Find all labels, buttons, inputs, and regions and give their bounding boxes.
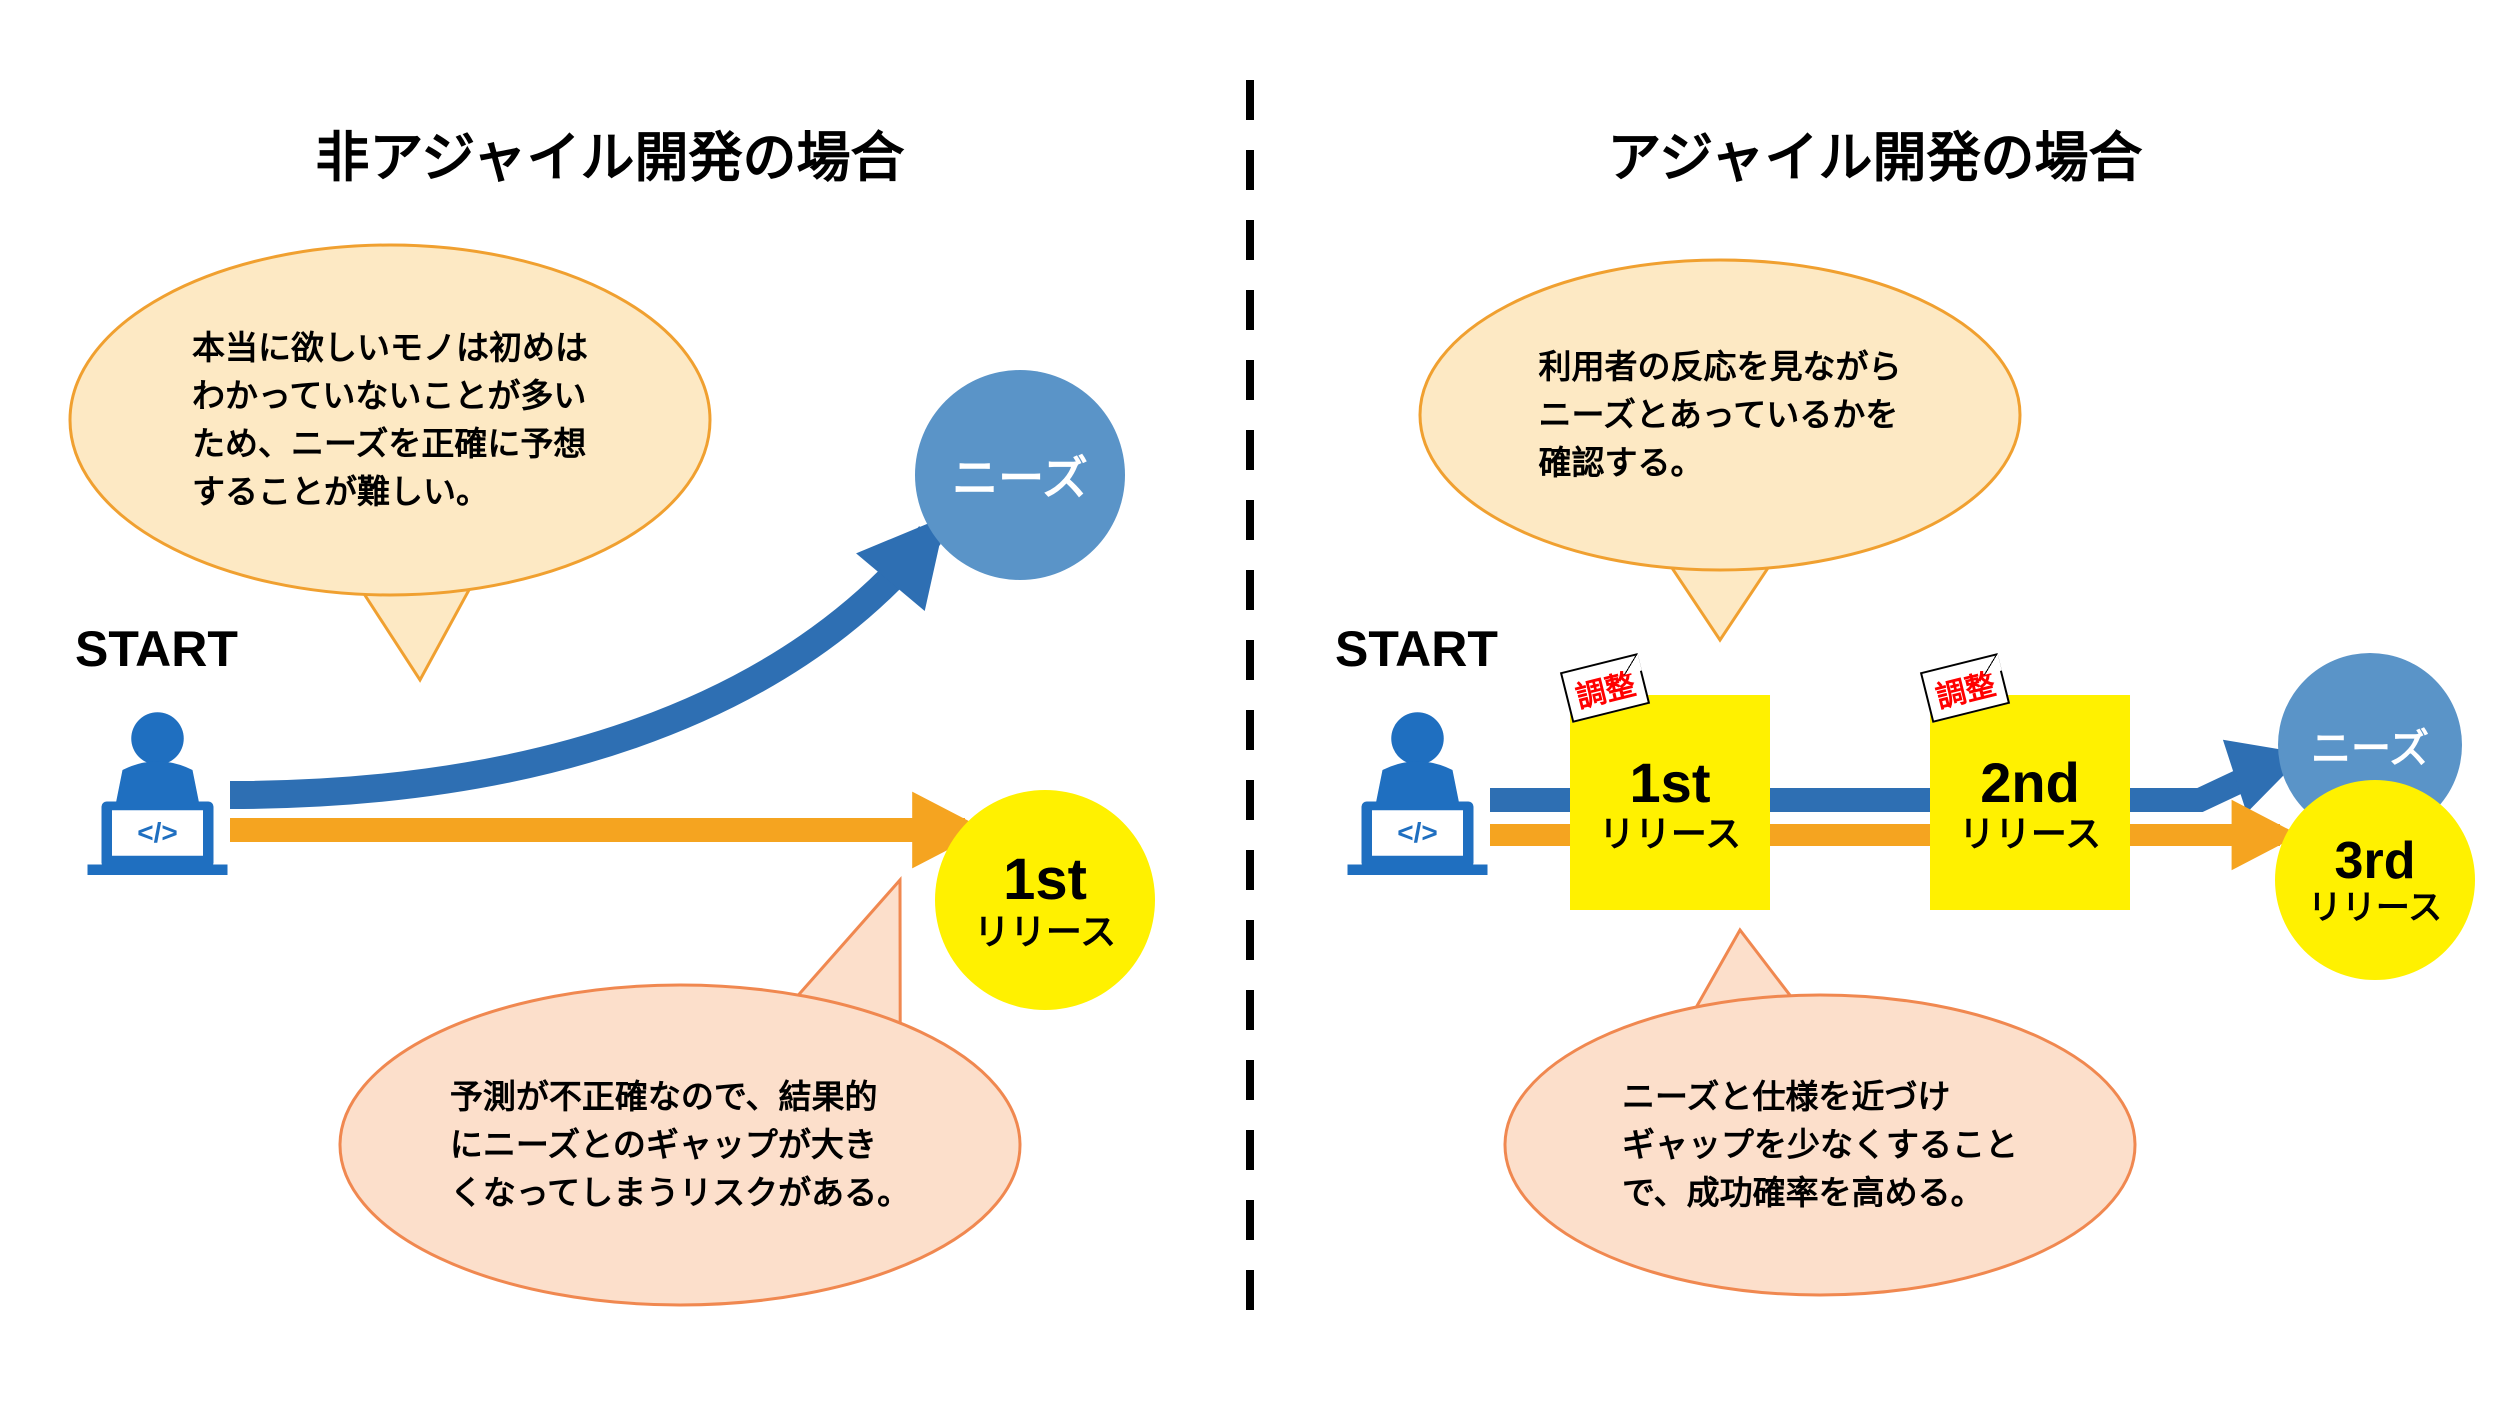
developer-icon-right: </>	[1330, 700, 1505, 875]
right-needs-label: ニーズ	[2311, 716, 2429, 774]
diagram-root: 非アジャイル開発の場合 アジャイル開発の場合 本当に欲しいモノは初めは わかって…	[0, 0, 2500, 1406]
right-start-label: START	[1335, 620, 1498, 678]
left-start-label: START	[75, 620, 238, 678]
right-bubble-bottom-text: ニーズと仕様を近づけ ギャップを少なくすること で、成功確率を高める。	[1622, 1073, 2018, 1217]
right-bubble-top: 利用者の反応を見ながら ニーズとあっているかを 確認する。	[1420, 260, 2020, 570]
left-release-bottom: リリース	[974, 912, 1116, 952]
developer-icon-left: </>	[70, 700, 245, 875]
left-release-circle: 1st リリース	[935, 790, 1155, 1010]
left-bubble-bottom: 予測が不正確なので、結果的 にニーズとのギャップが大き くなってしまうリスクがあ…	[340, 985, 1020, 1305]
right-bubble-bottom: ニーズと仕様を近づけ ギャップを少なくすること で、成功確率を高める。	[1505, 995, 2135, 1295]
right-release-final-top: 3rd	[2335, 833, 2416, 890]
left-bubble-top-text: 本当に欲しいモノは初めは わかっていないことが多い ため、ニーズを正確に予想 す…	[192, 324, 588, 515]
right-release-final-bottom: リリース	[2308, 890, 2442, 927]
release-box-2nd-bottom: リリース	[1959, 814, 2101, 854]
release-box-1st-bottom: リリース	[1599, 814, 1741, 854]
left-release-top: 1st	[1003, 848, 1087, 912]
svg-text:</>: </>	[137, 817, 177, 848]
left-title: 非アジャイル開発の場合	[210, 113, 1010, 192]
left-bubble-bottom-text: 予測が不正確なので、結果的 にニーズとのギャップが大き くなってしまうリスクがあ…	[450, 1073, 910, 1217]
release-box-2nd: 2nd リリース	[1930, 695, 2130, 910]
left-bubble-top: 本当に欲しいモノは初めは わかっていないことが多い ため、ニーズを正確に予想 す…	[70, 245, 710, 595]
right-bubble-top-text: 利用者の反応を見ながら ニーズとあっているかを 確認する。	[1539, 343, 1902, 487]
svg-text:</>: </>	[1397, 817, 1437, 848]
release-box-2nd-top: 2nd	[1980, 752, 2080, 814]
right-release-final-circle: 3rd リリース	[2275, 780, 2475, 980]
left-needs-circle: ニーズ	[915, 370, 1125, 580]
release-box-1st: 1st リリース	[1570, 695, 1770, 910]
release-box-1st-top: 1st	[1630, 752, 1711, 814]
left-needs-label: ニーズ	[952, 442, 1088, 508]
right-title: アジャイル開発の場合	[1475, 113, 2275, 192]
